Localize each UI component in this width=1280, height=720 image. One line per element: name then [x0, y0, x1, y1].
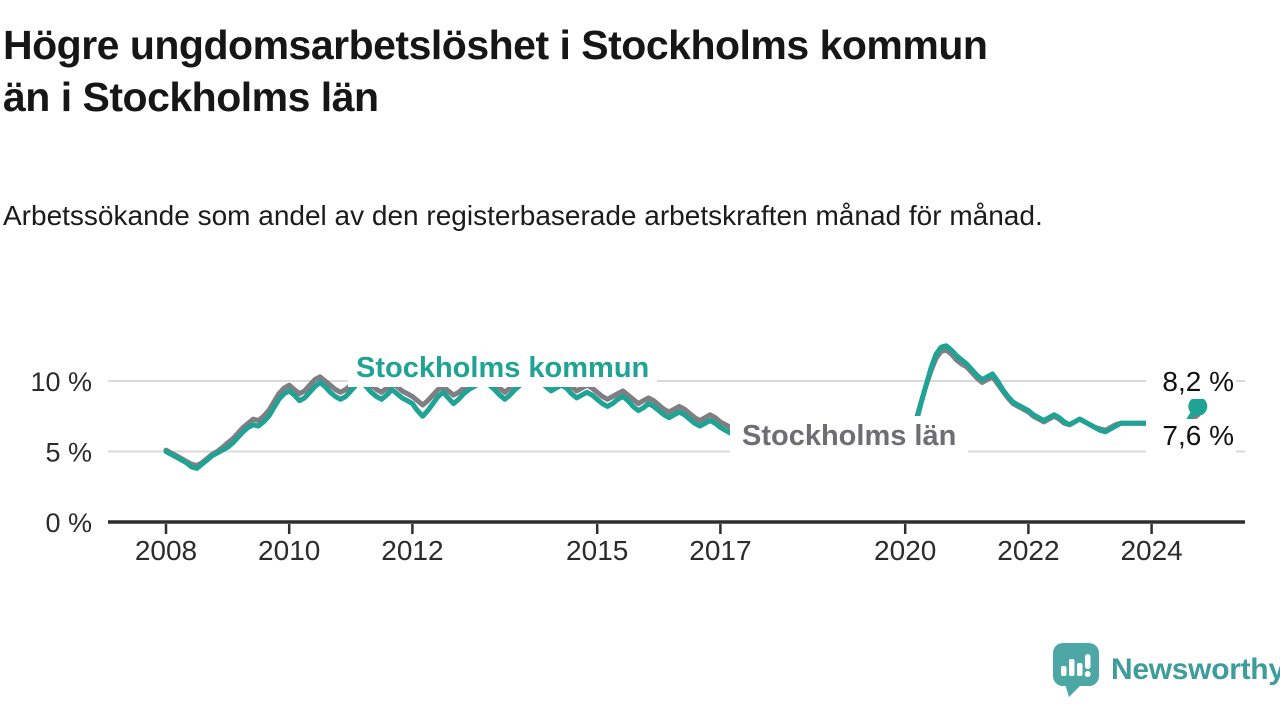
bar-chart-bubble-icon [1053, 643, 1099, 697]
x-tick-label: 2020 [874, 535, 936, 566]
newsworthy-logo[interactable]: Newsworthy [1052, 642, 1280, 698]
chart-title-line1: Högre ungdomsarbetslöshet i Stockholms k… [3, 22, 988, 68]
y-tick-label: 0 % [45, 508, 92, 538]
x-tick-label: 2024 [1120, 535, 1182, 566]
end-value-stockholms-kommun: 8,2 % [1146, 365, 1236, 399]
x-tick-label: 2008 [135, 535, 197, 566]
series-label-stockholms-kommun: Stockholms kommun [348, 350, 658, 387]
newsworthy-logo-text: Newsworthy [1111, 653, 1280, 686]
series-line-stockholms-kommun [163, 343, 1201, 471]
x-tick-label: 2022 [997, 535, 1059, 566]
series-end-dot [1188, 396, 1208, 416]
chart-title-line2: än i Stockholms län [3, 73, 379, 120]
x-tick-label: 2010 [258, 535, 320, 566]
series-line-stockholms-l-n [163, 347, 1201, 469]
x-tick-label: 2012 [381, 535, 443, 566]
x-tick-label: 2017 [689, 535, 751, 566]
end-value-stockholms-lan: 7,6 % [1146, 419, 1236, 453]
y-tick-label: 10 % [30, 367, 92, 397]
series-label-stockholms-lan: Stockholms län [730, 416, 969, 457]
chart-subtitle: Arbetssökande som andel av den registerb… [3, 200, 1043, 231]
x-tick-label: 2015 [566, 535, 628, 566]
y-tick-label: 5 % [45, 438, 92, 468]
chart-title: Högre ungdomsarbetslöshet i Stockholms k… [3, 20, 988, 123]
